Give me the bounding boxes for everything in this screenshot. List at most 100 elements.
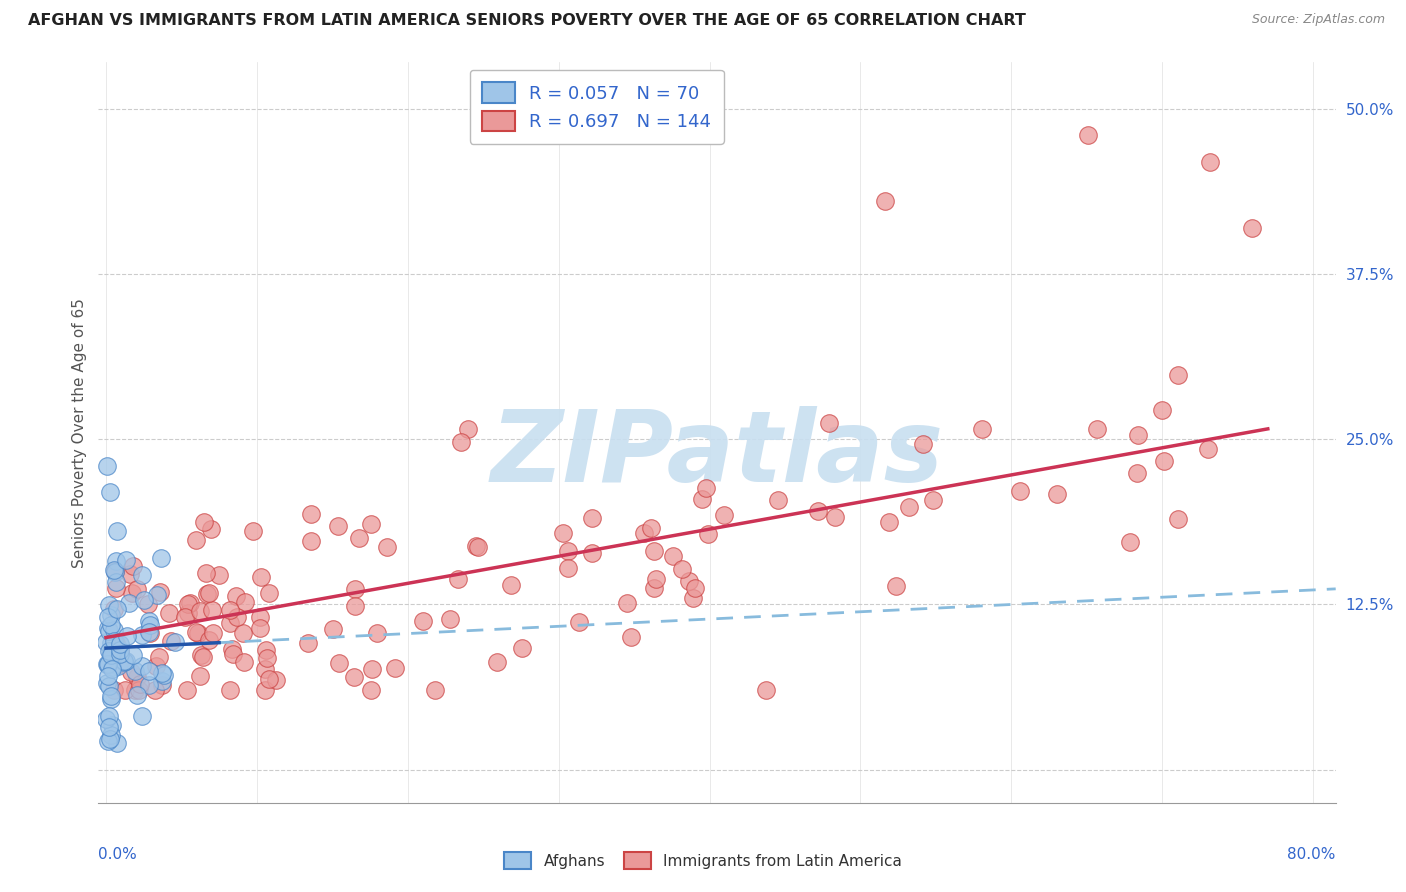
Text: ZIPatlas: ZIPatlas [491,407,943,503]
Point [457,422,479,436]
Point [695,481,717,495]
Y-axis label: Seniors Poverty Over the Age of 65: Seniors Poverty Over the Age of 65 [72,298,87,567]
Point [138,614,160,628]
Point [103,683,125,698]
Point [645,572,668,586]
Point [1046,487,1069,501]
Point [568,615,591,630]
Point [138,665,160,679]
Point [423,683,446,698]
Point [198,632,221,647]
Point [101,649,124,664]
Point [100,647,122,661]
Point [713,508,735,522]
Point [412,614,434,628]
Point [177,597,200,611]
Point [361,662,384,676]
Point [131,709,153,723]
Point [328,656,350,670]
Point [256,650,278,665]
Point [173,609,195,624]
Point [1077,128,1099,143]
Point [179,596,201,610]
Point [873,194,896,209]
Point [117,597,139,611]
Point [671,562,693,576]
Point [818,417,841,431]
Point [640,521,662,535]
Point [824,510,846,524]
Point [299,533,322,548]
Point [322,622,344,636]
Point [1197,442,1219,456]
Point [662,549,685,563]
Point [96,635,118,649]
Point [110,644,132,658]
Point [249,621,271,635]
Point [117,629,139,643]
Point [124,683,146,698]
Point [1150,403,1173,417]
Point [104,637,127,651]
Point [377,540,399,554]
Point [98,644,121,658]
Point [643,582,665,596]
Point [201,602,224,616]
Point [103,565,125,579]
Point [98,624,121,638]
Point [118,567,141,582]
Point [125,582,148,597]
Point [131,628,153,642]
Point [366,626,388,640]
Point [450,435,472,450]
Point [150,678,173,692]
Point [464,539,486,553]
Point [1241,220,1264,235]
Point [165,635,187,649]
Point [1167,512,1189,526]
Point [131,659,153,673]
Point [1008,483,1031,498]
Point [198,586,221,600]
Point [257,586,280,600]
Point [138,624,160,639]
Point [145,588,167,602]
Point [898,500,921,514]
Point [766,493,789,508]
Point [98,731,121,746]
Point [208,568,231,582]
Point [188,669,211,683]
Point [678,574,700,588]
Point [103,634,125,648]
Point [360,683,382,698]
Point [101,659,124,673]
Legend: R = 0.057   N = 70, R = 0.697   N = 144: R = 0.057 N = 70, R = 0.697 N = 144 [470,70,724,144]
Point [115,654,138,668]
Point [222,648,245,662]
Point [218,603,240,617]
Point [226,610,249,624]
Point [98,679,121,693]
Point [486,656,509,670]
Point [97,658,120,673]
Point [122,558,145,573]
Point [193,515,215,529]
Point [755,683,778,698]
Legend: Afghans, Immigrants from Latin America: Afghans, Immigrants from Latin America [498,846,908,875]
Point [103,602,125,616]
Point [114,683,136,698]
Text: 0.0%: 0.0% [98,847,138,863]
Point [104,564,127,578]
Point [97,708,120,723]
Point [619,630,641,644]
Point [221,641,243,656]
Point [195,566,218,581]
Point [970,422,993,436]
Point [114,553,136,567]
Point [153,668,176,682]
Text: 80.0%: 80.0% [1288,847,1336,863]
Point [184,533,207,547]
Point [1125,466,1147,480]
Point [128,683,150,698]
Point [557,544,579,558]
